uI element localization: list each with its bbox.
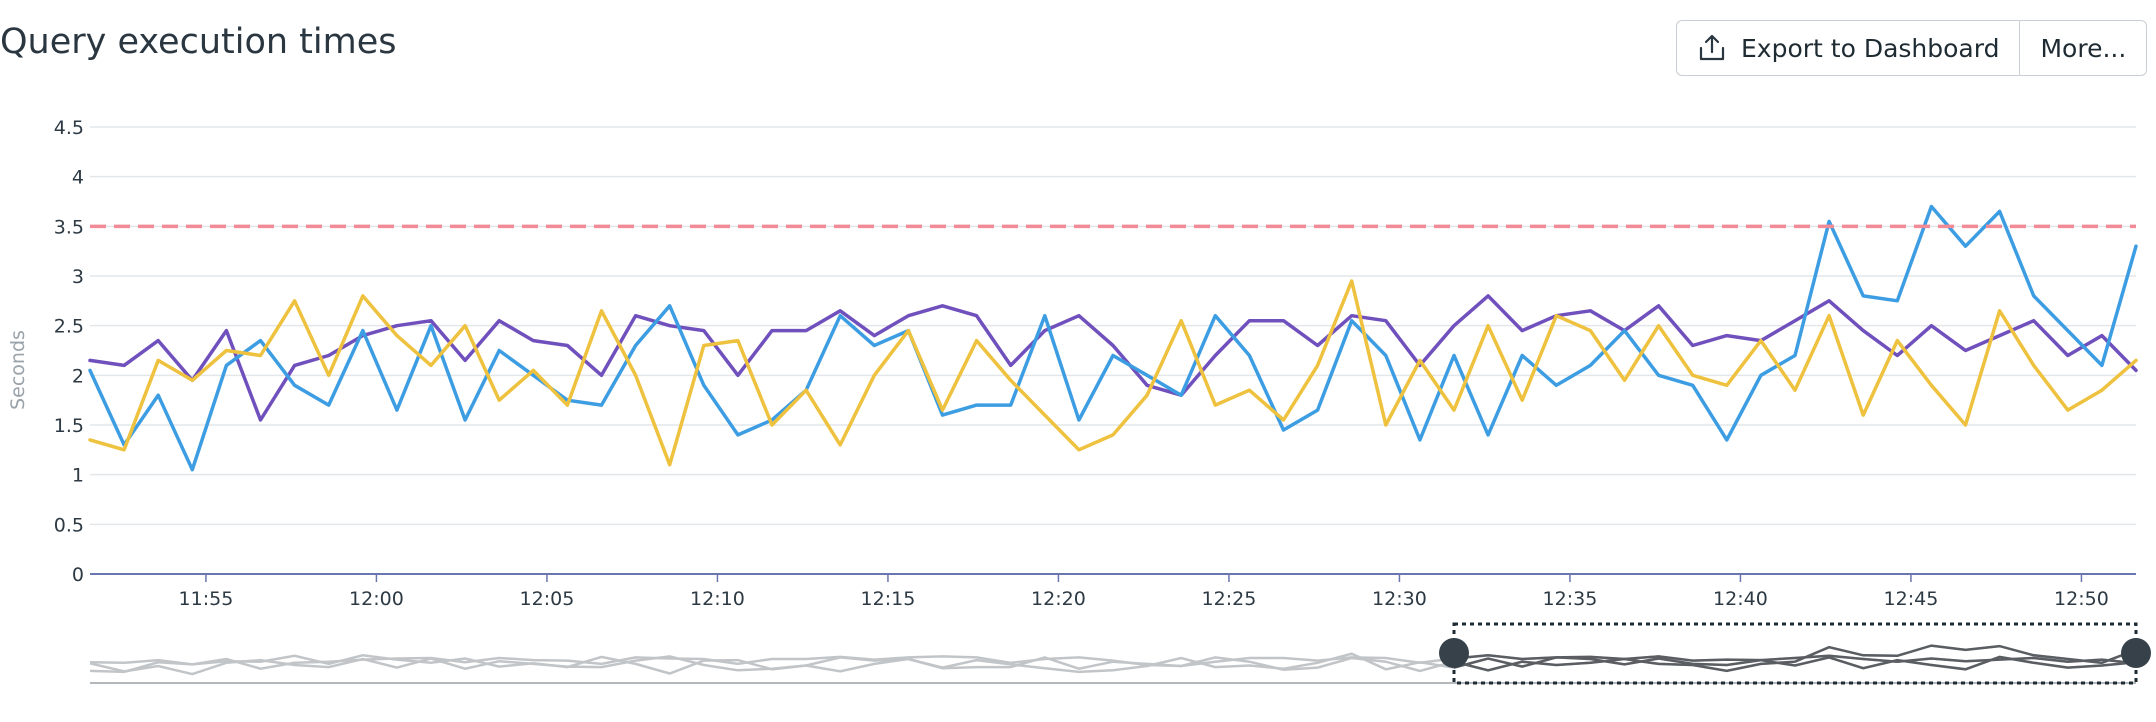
x-tick-label: 12:00 bbox=[349, 588, 404, 610]
x-tick-label: 12:25 bbox=[1202, 588, 1257, 610]
y-tick-label: 1 bbox=[72, 465, 84, 487]
series-line-2 bbox=[88, 204, 2138, 472]
page-title: Query execution times bbox=[0, 22, 397, 62]
export-icon bbox=[1699, 34, 1725, 61]
chart-toolbar: Export to Dashboard More... bbox=[1676, 20, 2148, 76]
x-axis-ticks: 11:55 12:00 12:05 12:10 12:15 12:20 12:25 12:30… bbox=[179, 574, 2109, 610]
y-tick-label: 4 bbox=[72, 167, 84, 189]
export-button-label: Export to Dashboard bbox=[1741, 33, 2000, 63]
export-to-dashboard-button[interactable]: Export to Dashboard bbox=[1677, 21, 2019, 75]
navigator-selected-series-1 bbox=[1454, 654, 2136, 665]
x-tick-label: 12:45 bbox=[1884, 588, 1939, 610]
navigator-selection[interactable] bbox=[1452, 622, 2138, 685]
x-tick-label: 12:40 bbox=[1713, 588, 1768, 610]
series-lines bbox=[88, 204, 2138, 472]
more-button-label: More... bbox=[2040, 33, 2127, 63]
x-tick-label: 12:10 bbox=[690, 588, 745, 610]
x-tick-label: 12:50 bbox=[2054, 588, 2109, 610]
series-line-1 bbox=[88, 294, 2138, 422]
y-axis-label: Seconds bbox=[7, 330, 29, 410]
series-line-3 bbox=[88, 279, 2138, 467]
y-tick-label: 3.5 bbox=[54, 216, 84, 238]
y-tick-label: 2.5 bbox=[54, 316, 84, 338]
y-tick-label: 1.5 bbox=[54, 415, 84, 437]
x-tick-label: 12:30 bbox=[1372, 588, 1427, 610]
y-tick-label: 0 bbox=[72, 564, 84, 586]
x-tick-label: 12:35 bbox=[1543, 588, 1598, 610]
x-tick-label: 12:15 bbox=[861, 588, 916, 610]
y-axis-ticks: 0 0.5 1 1.5 2 2.5 3 3.5 4 4.5 bbox=[54, 117, 84, 586]
y-tick-label: 4.5 bbox=[54, 117, 84, 139]
grid-lines bbox=[90, 126, 2136, 575]
y-tick-label: 0.5 bbox=[54, 514, 84, 536]
navigator-right-handle[interactable] bbox=[2121, 638, 2151, 668]
y-tick-label: 3 bbox=[72, 266, 84, 288]
more-button[interactable]: More... bbox=[2019, 21, 2146, 75]
navigator-selected-series-2 bbox=[1454, 644, 2136, 673]
range-navigator[interactable] bbox=[89, 622, 2151, 685]
navigator-left-handle[interactable] bbox=[1439, 638, 1469, 668]
x-tick-label: 12:20 bbox=[1031, 588, 1086, 610]
x-tick-label: 12:05 bbox=[520, 588, 575, 610]
navigator-selected-lines bbox=[1454, 644, 2136, 673]
x-tick-label: 11:55 bbox=[179, 588, 234, 610]
y-tick-label: 2 bbox=[72, 365, 84, 387]
navigator-lines bbox=[89, 644, 2137, 676]
navigator-selected-series-3 bbox=[1454, 655, 2136, 671]
